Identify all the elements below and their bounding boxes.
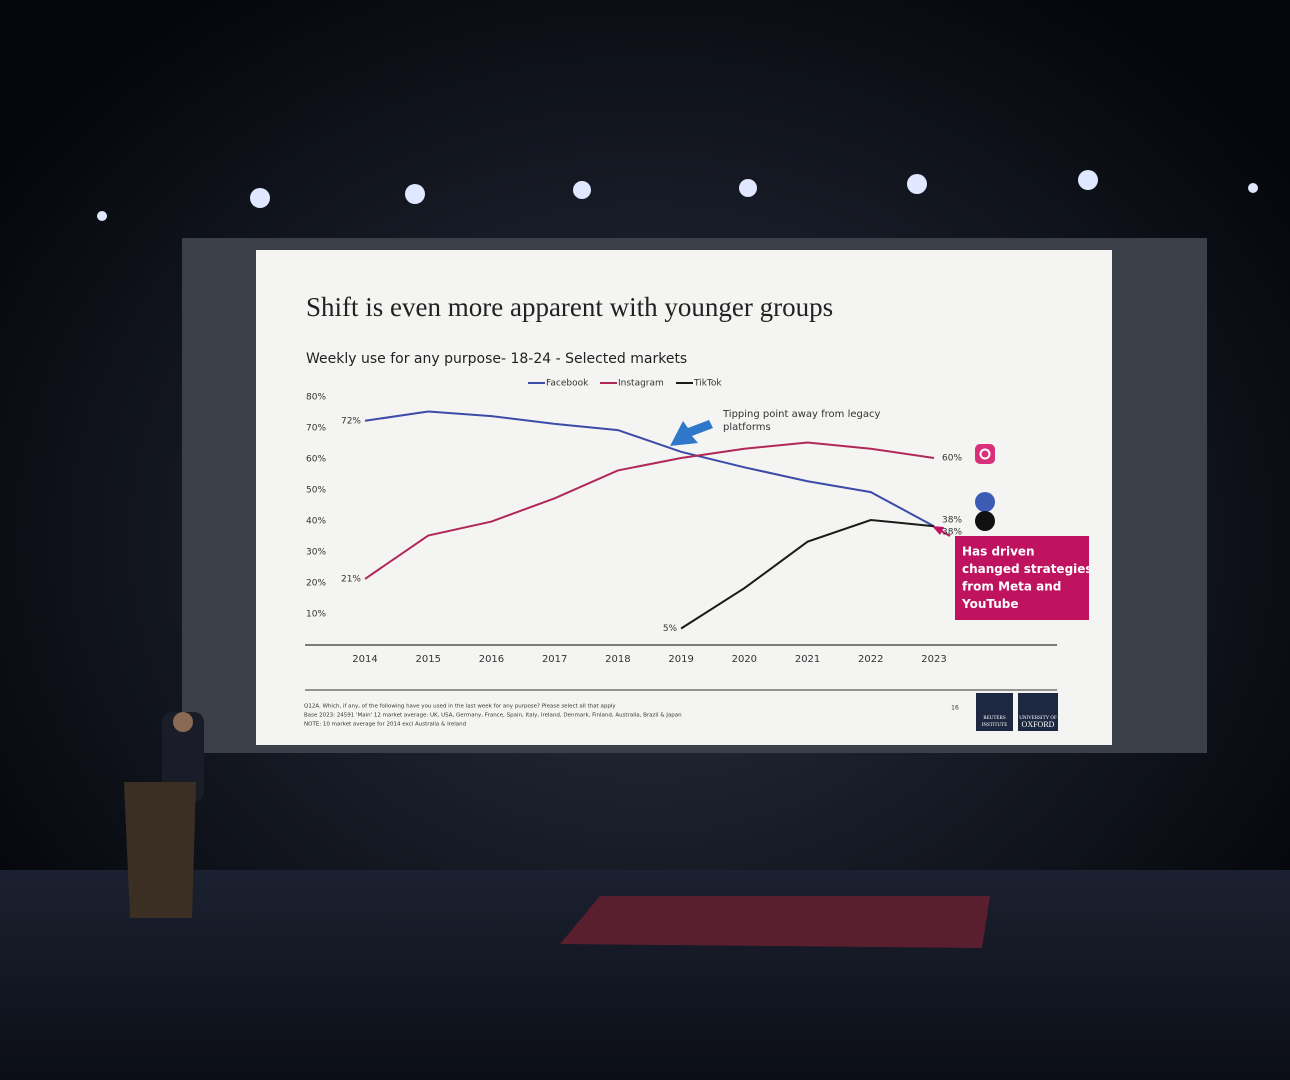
data-label: 21% [341,574,361,584]
y-tick-label: 70% [306,424,326,434]
rug [560,896,990,948]
footnote: Q12A. Which, if any, of the following ha… [304,704,616,710]
speaker-head [173,712,193,732]
facebook-icon [975,492,995,512]
legend-label: Facebook [546,379,589,389]
x-tick-label: 2016 [479,654,504,665]
logo-text: OXFORD [1022,720,1055,729]
x-tick-label: 2019 [668,654,693,665]
x-tick-label: 2022 [858,654,883,665]
data-label: 60% [942,454,962,464]
x-tick-label: 2023 [921,654,946,665]
y-tick-label: 40% [306,517,326,527]
y-tick-label: 60% [306,455,326,465]
data-label: 38% [942,528,962,538]
y-tick-label: 20% [306,579,326,589]
callout-text: from Meta and [962,580,1061,594]
x-tick-label: 2021 [795,654,820,665]
annotation: platforms [723,422,771,433]
logo-text: REUTERS [983,716,1005,721]
tipping-arrow [670,420,713,446]
series-line [364,441,935,580]
stage-lights [97,170,1258,221]
series-line [364,410,935,528]
callout-box [955,536,1089,620]
tiktok-icon [975,511,995,531]
legend-label: TikTok [693,379,722,389]
annotation: Tipping point away from legacy [722,409,880,420]
x-tick-label: 2015 [415,654,440,665]
x-tick-label: 2018 [605,654,630,665]
slide-title: Shift is even more apparent with younger… [306,292,833,322]
data-label: 72% [341,416,361,426]
logo-box [1018,693,1058,731]
data-label: 5% [663,624,678,634]
footnote: Base 2023: 24591 'Main' 12 market averag… [304,713,682,719]
y-tick-label: 10% [306,610,326,620]
logo-text: UNIVERSITY OF [1019,716,1057,721]
logo-box [976,693,1013,731]
y-tick-label: 80% [306,393,326,403]
callout-text: Has driven [962,545,1035,559]
speaker [162,712,204,802]
instagram-icon-lens [979,448,991,460]
legend-label: Instagram [618,379,664,389]
y-tick-label: 50% [306,486,326,496]
page-number: 16 [951,705,959,712]
callout-text: YouTube [961,597,1019,611]
slide [256,250,1112,745]
series-line [680,518,935,630]
logo-text: INSTITUTE [982,723,1008,728]
x-tick-label: 2020 [732,654,757,665]
callout-arrowhead [932,526,944,535]
y-tick-label: 30% [306,548,326,558]
data-label: 38% [942,516,962,526]
x-tick-label: 2014 [352,654,377,665]
x-tick-label: 2017 [542,654,567,665]
instagram-icon [975,444,995,464]
footnote: NOTE: 10 market average for 2014 excl Au… [304,722,466,728]
callout-text: changed strategies [962,562,1093,576]
podium [124,782,196,918]
subtitle: Weekly use for any purpose- 18-24 - Sele… [306,351,687,367]
